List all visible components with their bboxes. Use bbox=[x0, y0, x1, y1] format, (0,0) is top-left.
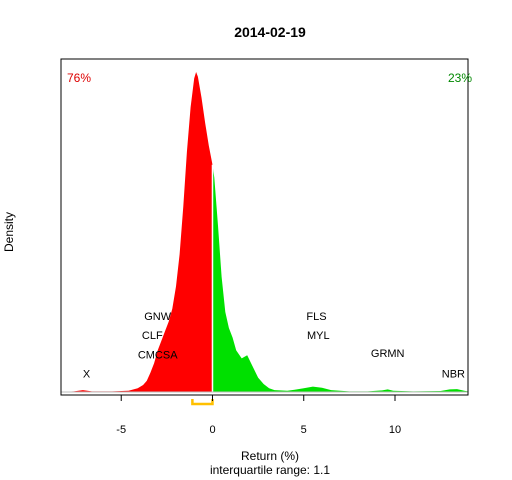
x-tick-label: 10 bbox=[389, 424, 401, 436]
iqr-bracket bbox=[191, 399, 214, 406]
negative-density-area bbox=[61, 72, 213, 392]
iqr-subtitle: interquartile range: 1.1 bbox=[210, 463, 330, 477]
annotation-myl: MYL bbox=[307, 330, 330, 342]
annotation-cmcsa: CMCSA bbox=[138, 349, 178, 361]
x-tick-label: 0 bbox=[209, 424, 215, 436]
annotation-nbr: NBR bbox=[442, 369, 465, 381]
annotation-gnw: GNW bbox=[144, 311, 172, 323]
x-axis-label: Return (%) bbox=[241, 449, 299, 463]
positive-density-area bbox=[212, 164, 468, 392]
positive-share-label: 23% bbox=[448, 71, 472, 85]
y-axis-label: Density bbox=[2, 212, 16, 252]
negative-share-label: 76% bbox=[67, 71, 91, 85]
annotation-grmn: GRMN bbox=[371, 348, 405, 360]
x-tick-label: 5 bbox=[301, 424, 307, 436]
x-tick-label: -5 bbox=[116, 424, 126, 436]
annotation-clf: CLF bbox=[142, 330, 163, 342]
plot-area: X CMCSA CLF GNW FLS MYL GRMN NBR bbox=[61, 72, 468, 406]
chart-title: 2014-02-19 bbox=[234, 24, 306, 40]
plot-frame bbox=[60, 58, 469, 396]
annotation-fls: FLS bbox=[306, 311, 326, 323]
x-axis: -5 0 5 10 bbox=[116, 395, 401, 436]
annotation-x: X bbox=[83, 369, 91, 381]
